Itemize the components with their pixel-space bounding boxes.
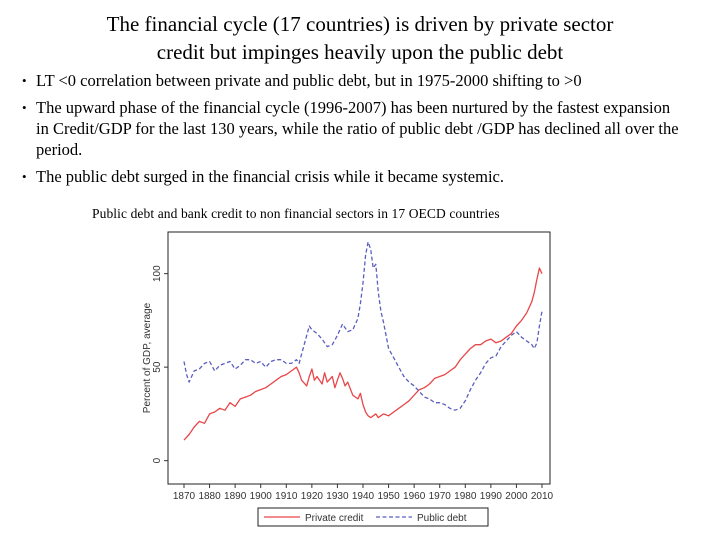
plot-frame bbox=[167, 231, 551, 485]
x-tick-label: 1940 bbox=[352, 491, 375, 502]
x-tick-label: 1900 bbox=[250, 491, 273, 502]
bullet-text: The upward phase of the financial cycle … bbox=[36, 98, 679, 159]
slide-title-line-2: credit but impinges heavily upon the pub… bbox=[156, 40, 564, 64]
legend-box bbox=[257, 507, 489, 527]
x-tick-label: 1890 bbox=[224, 491, 247, 502]
bullet-item: • The public debt surged in the financial… bbox=[22, 166, 682, 187]
x-tick-label: 1950 bbox=[377, 491, 400, 502]
bullet-item: • LT <0 correlation between private and p… bbox=[22, 70, 682, 91]
bullet-item: • The upward phase of the financial cycle… bbox=[22, 97, 682, 160]
y-tick-label: 50 bbox=[152, 361, 163, 373]
legend-label: Private credit bbox=[305, 513, 364, 524]
bullet-dot-icon: • bbox=[22, 73, 27, 88]
x-tick-label: 1930 bbox=[326, 491, 349, 502]
series-line-public-debt bbox=[183, 241, 543, 411]
y-tick-label: 0 bbox=[152, 457, 163, 463]
y-axis-label: Percent of GDP, average bbox=[142, 302, 153, 413]
x-tick-label: 2010 bbox=[531, 491, 554, 502]
x-tick-label: 1970 bbox=[429, 491, 452, 502]
x-tick-label: 1870 bbox=[173, 491, 196, 502]
x-tick-label: 1920 bbox=[301, 491, 324, 502]
x-tick-label: 1990 bbox=[480, 491, 503, 502]
x-tick-label: 1960 bbox=[403, 491, 426, 502]
bullet-dot-icon: • bbox=[22, 169, 27, 184]
bullet-text: LT <0 correlation between private and pu… bbox=[36, 71, 582, 90]
bullet-list: • LT <0 correlation between private and p… bbox=[22, 70, 682, 193]
slide-title-line-1: The financial cycle (17 countries) is dr… bbox=[106, 12, 614, 36]
bullet-text: The public debt surged in the financial … bbox=[36, 167, 504, 186]
slide-title: The financial cycle (17 countries) is dr… bbox=[20, 10, 700, 66]
x-tick-label: 1910 bbox=[275, 491, 298, 502]
series-line-private-credit bbox=[183, 267, 543, 441]
y-tick-label: 100 bbox=[152, 265, 163, 282]
legend-label: Public debt bbox=[417, 513, 467, 524]
x-tick-label: 1880 bbox=[198, 491, 221, 502]
line-chart: 0 50 100 Percent of GDP, average 1870 1880 189… bbox=[142, 231, 554, 527]
x-tick-label: 2000 bbox=[505, 491, 528, 502]
x-tick-label: 1980 bbox=[454, 491, 477, 502]
bullet-dot-icon: • bbox=[22, 100, 27, 115]
chart-caption: Public debt and bank credit to non finan… bbox=[92, 206, 500, 221]
